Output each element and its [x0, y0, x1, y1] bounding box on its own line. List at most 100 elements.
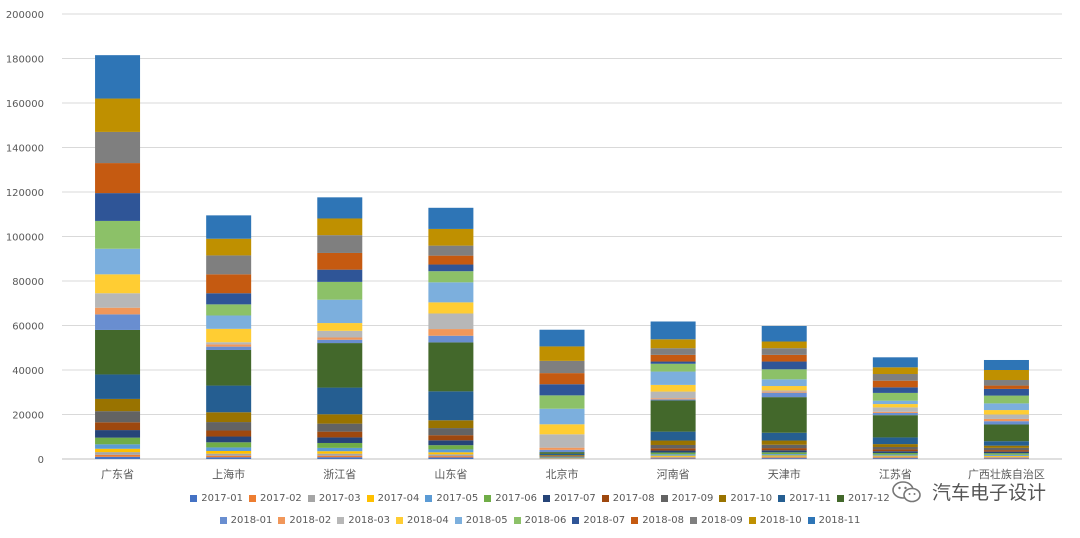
bar-segment-2018-11: [539, 329, 585, 347]
bar-segment-2017-08: [872, 449, 918, 452]
legend-item: 2018-02: [278, 515, 331, 526]
x-tick-label: 天津市: [768, 467, 801, 481]
bar-segment-2017-11: [206, 385, 252, 413]
bar-segment-2017-10: [983, 445, 1029, 448]
y-tick-label: 140000: [6, 144, 44, 155]
bar-segment-2018-03: [428, 313, 474, 330]
legend-swatch: [337, 517, 345, 524]
bar-segment-2017-06: [428, 445, 474, 450]
bar-segment-2017-09: [428, 428, 474, 436]
bar-segment-2018-04: [317, 323, 363, 331]
bar-segment-2017-01: [872, 458, 918, 459]
bar-segment-2017-01: [983, 458, 1029, 459]
bar-segment-2017-08: [317, 431, 363, 438]
legend-label: 2017-07: [554, 493, 596, 504]
legend-swatch: [190, 495, 198, 502]
legend-item: 2017-06: [484, 493, 537, 504]
bar-segment-2017-05: [872, 454, 918, 456]
bar-segment-2017-07: [206, 436, 252, 443]
bar-segment-2018-07: [650, 361, 696, 364]
bar-segment-2018-02: [650, 398, 696, 400]
bar-segment-2017-03: [95, 452, 141, 455]
bar-segment-2018-01: [95, 314, 141, 330]
bar-segment-2018-01: [428, 335, 474, 343]
legend-label: 2017-11: [789, 493, 831, 504]
bar-segment-2018-05: [539, 408, 585, 425]
bar-segment-2017-11: [317, 387, 363, 415]
bar-segment-2018-09: [983, 380, 1029, 386]
bar-segment-2018-09: [428, 245, 474, 256]
bar-segment-2018-07: [95, 193, 141, 221]
bar-segment-2017-05: [428, 449, 474, 453]
bar-segment-2018-06: [428, 271, 474, 283]
bar-segment-2018-08: [539, 373, 585, 385]
bar-segment-2018-03: [317, 330, 363, 338]
bar-segment-2017-02: [983, 457, 1029, 459]
bar-segment-2018-08: [650, 354, 696, 362]
bar-segment-2018-05: [428, 282, 474, 303]
legend-swatch: [513, 517, 521, 524]
bar-segment-2017-08: [428, 435, 474, 441]
bar-segment-2017-02: [206, 455, 252, 458]
bar-segment-2017-08: [983, 450, 1029, 452]
bar-segment-2017-02: [872, 457, 918, 459]
legend-label: 2017-09: [671, 493, 714, 504]
bar-segment-2017-12: [428, 342, 474, 392]
bar-segment-2018-06: [650, 363, 696, 372]
bar-segment-2018-10: [428, 228, 474, 246]
bar-segment-2018-06: [539, 395, 585, 409]
legend-swatch: [543, 495, 550, 502]
bar-segment-2018-06: [317, 281, 363, 300]
wechat-icon: [892, 480, 921, 502]
legend-item: 2018-05: [454, 515, 508, 526]
y-tick-label: 20000: [12, 411, 44, 422]
bar-segment-2018-01: [983, 421, 1029, 425]
bar-segment-2018-05: [872, 400, 918, 405]
y-tick-label: 180000: [6, 55, 44, 66]
legend-item: 2018-11: [807, 515, 860, 526]
bar-segment-2018-04: [650, 384, 696, 392]
legend-swatch: [631, 517, 639, 524]
bar-segment-2017-07: [428, 440, 474, 446]
legend-label: 2018-02: [289, 515, 332, 526]
bar-segment-2017-07: [95, 430, 141, 438]
bar-segment-2017-12: [983, 424, 1029, 442]
legend-label: 2018-09: [700, 515, 743, 526]
bar-segment-2018-08: [317, 252, 363, 270]
bar-segment-2017-01: [317, 457, 363, 459]
bar-segment-2018-04: [428, 302, 474, 314]
bar-segment-2017-02: [650, 457, 696, 459]
bar-segment-2017-06: [650, 452, 696, 455]
legend-swatch: [778, 495, 786, 502]
watermark: 汽车电子设计: [892, 478, 1046, 505]
bar-segment-2017-06: [983, 453, 1029, 455]
legend-swatch: [689, 517, 697, 524]
bar-segment-2017-02: [95, 454, 141, 457]
bar-segment-2018-07: [428, 264, 474, 272]
legend-swatch: [219, 517, 227, 524]
x-tick-label: 山东省: [434, 468, 467, 481]
legend-label: 2018-07: [583, 515, 626, 526]
legend-label: 2018-04: [407, 515, 449, 526]
bar-segment-2017-10: [95, 398, 141, 412]
bar-segment-2018-06: [761, 369, 807, 380]
bar-segment-2018-05: [95, 248, 141, 275]
bar-segment-2017-11: [872, 437, 918, 445]
bar-segment-2018-08: [206, 274, 252, 294]
bar-segment-2018-11: [872, 357, 918, 368]
bar-segment-2017-12: [761, 397, 807, 433]
bar-segment-2018-01: [872, 412, 918, 416]
bar-segment-2017-03: [206, 453, 252, 456]
bar-segment-2018-10: [95, 98, 141, 132]
bar-segment-2018-06: [983, 395, 1029, 404]
legend-swatch: [660, 495, 668, 502]
bar-segment-2018-07: [539, 384, 585, 396]
bar-segment-2018-01: [539, 449, 585, 453]
bar-segment-2017-05: [206, 447, 252, 451]
bar-segment-2017-01: [761, 458, 807, 459]
y-tick-label: 120000: [6, 188, 44, 199]
bar-segment-2018-04: [95, 274, 141, 294]
bar-segment-2018-06: [95, 220, 141, 249]
bar-segment-2018-02: [761, 391, 807, 393]
